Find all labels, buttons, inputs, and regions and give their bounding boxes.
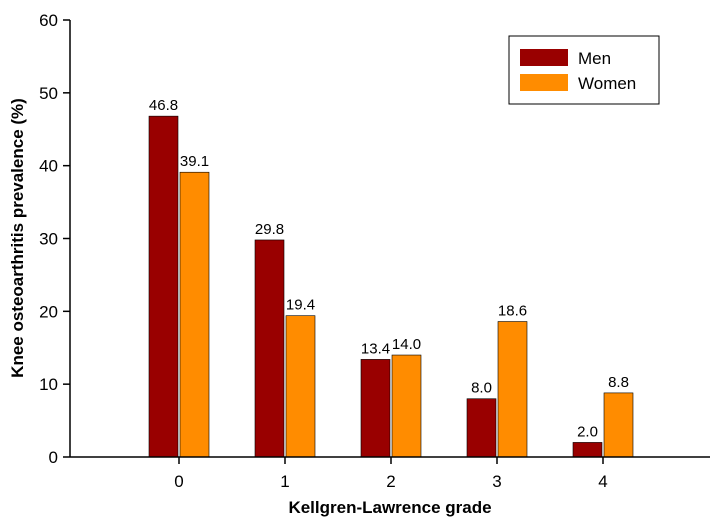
y-axis-title: Knee osteoarthritis prevalence (%) bbox=[8, 98, 27, 378]
data-label-men-3: 8.0 bbox=[471, 380, 492, 397]
bar-women-4 bbox=[603, 392, 634, 458]
bar-men-2 bbox=[360, 359, 391, 458]
bar-men-0 bbox=[148, 115, 179, 458]
data-label-women-1: 19.4 bbox=[286, 297, 315, 314]
y-tick-label: 30 bbox=[39, 230, 58, 249]
data-label-men-2: 13.4 bbox=[361, 340, 390, 357]
legend-swatch-women bbox=[520, 74, 568, 91]
y-tick-label: 50 bbox=[39, 84, 58, 103]
bar-women-3 bbox=[497, 321, 528, 458]
bar-women-1 bbox=[285, 315, 316, 458]
y-tick-label: 60 bbox=[39, 11, 58, 30]
data-label-women-2: 14.0 bbox=[392, 336, 421, 353]
x-axis-ticks: 0 1 2 3 4 bbox=[174, 457, 608, 491]
data-labels: 46.8 29.8 13.4 8.0 2.0 39.1 19.4 14.0 18.6 8.8 bbox=[149, 97, 629, 440]
bar-men-4 bbox=[572, 442, 603, 458]
x-tick-label: 2 bbox=[386, 472, 395, 491]
data-label-women-0: 39.1 bbox=[180, 153, 209, 170]
y-tick-label: 10 bbox=[39, 375, 58, 394]
data-label-men-4: 2.0 bbox=[577, 423, 598, 440]
legend-label-men: Men bbox=[578, 49, 611, 68]
y-tick-label: 20 bbox=[39, 302, 58, 321]
bar-women-2 bbox=[391, 354, 422, 458]
bars bbox=[148, 115, 634, 458]
x-tick-label: 4 bbox=[598, 472, 607, 491]
data-label-women-4: 8.8 bbox=[608, 374, 629, 391]
x-axis-title: Kellgren-Lawrence grade bbox=[288, 498, 491, 517]
y-axis-ticks: 0 10 20 30 40 50 60 bbox=[39, 11, 70, 467]
legend-swatch-men bbox=[520, 49, 568, 66]
legend-box bbox=[508, 35, 660, 105]
data-label-women-3: 18.6 bbox=[498, 303, 527, 320]
legend: Men Women bbox=[508, 35, 660, 105]
x-tick-label: 1 bbox=[280, 472, 289, 491]
x-tick-label: 0 bbox=[174, 472, 183, 491]
bar-women-0 bbox=[179, 171, 210, 458]
bar-men-1 bbox=[254, 239, 285, 458]
data-label-men-1: 29.8 bbox=[255, 221, 284, 238]
x-tick-label: 3 bbox=[492, 472, 501, 491]
data-label-men-0: 46.8 bbox=[149, 97, 178, 114]
legend-label-women: Women bbox=[578, 74, 636, 93]
y-tick-label: 0 bbox=[49, 448, 58, 467]
bar-men-3 bbox=[466, 398, 497, 458]
y-tick-label: 40 bbox=[39, 157, 58, 176]
